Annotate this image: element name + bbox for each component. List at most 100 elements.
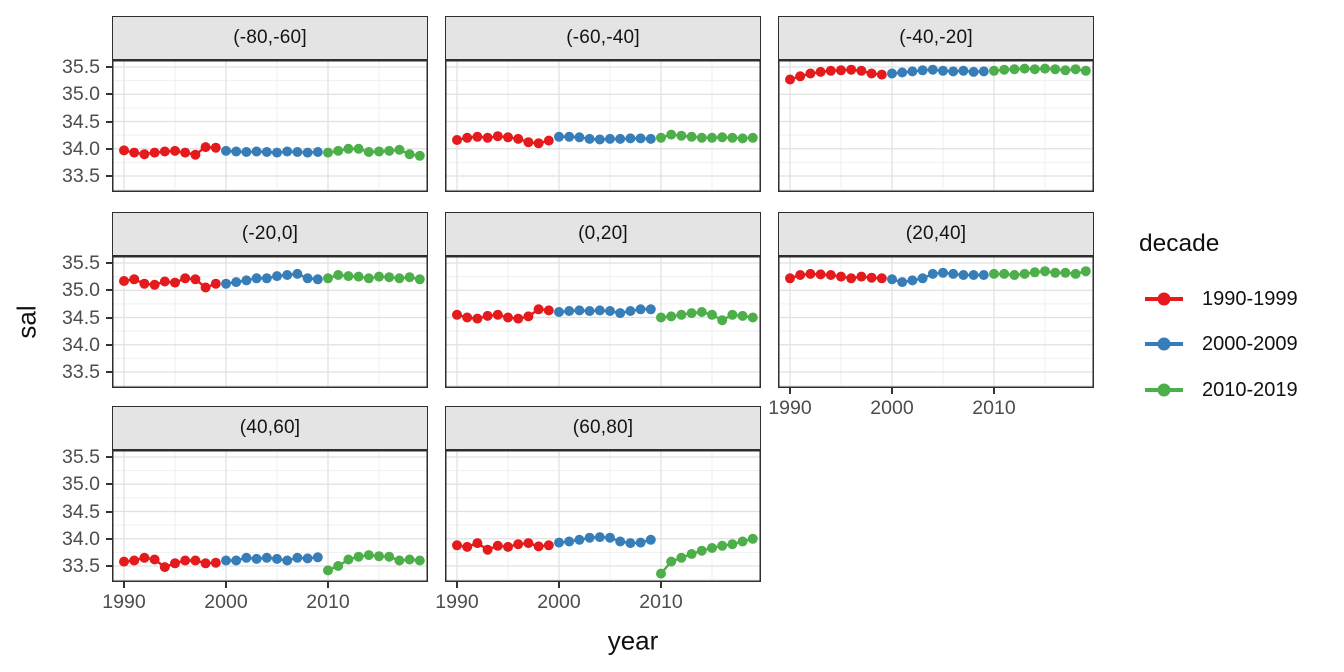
x-tick-label: 1990 [435, 591, 479, 613]
data-point [292, 147, 303, 157]
legend-key-line-point-icon [1144, 291, 1184, 307]
data-point [139, 149, 150, 160]
data-point [200, 282, 211, 293]
data-point [978, 270, 989, 280]
data-point [513, 133, 524, 144]
data-point [282, 555, 293, 566]
panel-plot [445, 60, 761, 192]
data-point [707, 543, 717, 553]
x-tick-label: 2000 [870, 397, 914, 419]
legend-title: decade [1139, 230, 1220, 257]
data-point [645, 304, 656, 315]
data-point [836, 65, 846, 76]
data-point [727, 539, 738, 550]
facet-panel [112, 256, 428, 388]
data-point [907, 275, 918, 286]
y-tick-label: 33.5 [62, 361, 100, 383]
y-tick-mark [106, 316, 112, 319]
data-point [1050, 64, 1061, 75]
data-point [1080, 266, 1091, 277]
data-point [887, 68, 897, 79]
data-point [938, 267, 948, 278]
data-point [149, 147, 160, 158]
data-point [656, 312, 666, 323]
data-point [119, 556, 129, 567]
data-point [1029, 267, 1040, 278]
data-point [795, 71, 806, 82]
x-tick-label: 2010 [639, 591, 683, 613]
data-point [394, 555, 405, 566]
data-point [261, 273, 272, 284]
data-point [523, 137, 534, 148]
data-point [261, 552, 272, 563]
x-tick-mark [123, 582, 125, 588]
data-point [343, 554, 354, 565]
data-point [353, 271, 364, 282]
panel-plot [112, 450, 428, 582]
data-point [363, 550, 374, 561]
facet-strip: (40,60] [112, 406, 428, 450]
panel-plot [445, 450, 761, 582]
data-point [615, 133, 626, 144]
data-point [543, 305, 554, 316]
data-point [554, 307, 564, 317]
data-point [363, 273, 374, 284]
data-point [825, 65, 836, 76]
legend: decade 1990-1999 2000-2009 2010-2019 [1139, 230, 1344, 430]
data-point [887, 274, 897, 285]
data-point [605, 133, 615, 144]
facet-strip: (-80,-60] [112, 16, 428, 60]
data-point [533, 304, 544, 315]
data-point [594, 532, 605, 543]
data-point [200, 142, 211, 153]
data-point [948, 268, 959, 279]
data-point [615, 536, 626, 547]
data-point [180, 147, 191, 158]
x-tick-label: 2000 [204, 591, 248, 613]
decade-line [226, 556, 318, 562]
data-point [989, 268, 999, 279]
x-tick-mark [456, 582, 458, 588]
data-point [907, 66, 918, 77]
decade-line [123, 145, 216, 156]
data-point [1019, 268, 1030, 279]
data-point [482, 544, 493, 555]
data-point [261, 147, 272, 157]
facet-label: (20,40] [905, 223, 967, 244]
data-point [815, 66, 826, 77]
data-point [825, 270, 836, 280]
data-point [958, 270, 969, 280]
data-point [452, 540, 462, 551]
facet-panel [778, 256, 1094, 388]
decade-line [789, 68, 882, 81]
data-point [210, 278, 221, 289]
data-point [805, 68, 816, 79]
data-point [876, 69, 887, 80]
data-point [917, 273, 928, 284]
data-point [462, 312, 473, 323]
x-axis-title: year [607, 625, 659, 656]
panel-plot [112, 256, 428, 388]
decade-line [327, 553, 420, 572]
legend-key-line-point-icon [1144, 382, 1184, 398]
data-point [170, 145, 180, 156]
data-point [666, 556, 677, 567]
data-point [927, 64, 938, 75]
y-tick-mark [106, 343, 112, 346]
data-point [159, 562, 170, 573]
data-point [999, 64, 1010, 75]
y-tick-mark [106, 456, 112, 458]
data-point [897, 67, 908, 78]
data-point [472, 313, 483, 324]
data-point [846, 64, 857, 75]
data-point [323, 273, 333, 284]
data-point [282, 146, 293, 157]
y-tick-mark [106, 120, 112, 123]
data-point [1070, 268, 1081, 279]
data-point [1070, 64, 1081, 75]
data-point [404, 149, 415, 160]
y-tick-mark [106, 537, 112, 540]
data-point [302, 553, 313, 564]
data-point [795, 270, 806, 280]
y-tick-mark [106, 262, 112, 264]
